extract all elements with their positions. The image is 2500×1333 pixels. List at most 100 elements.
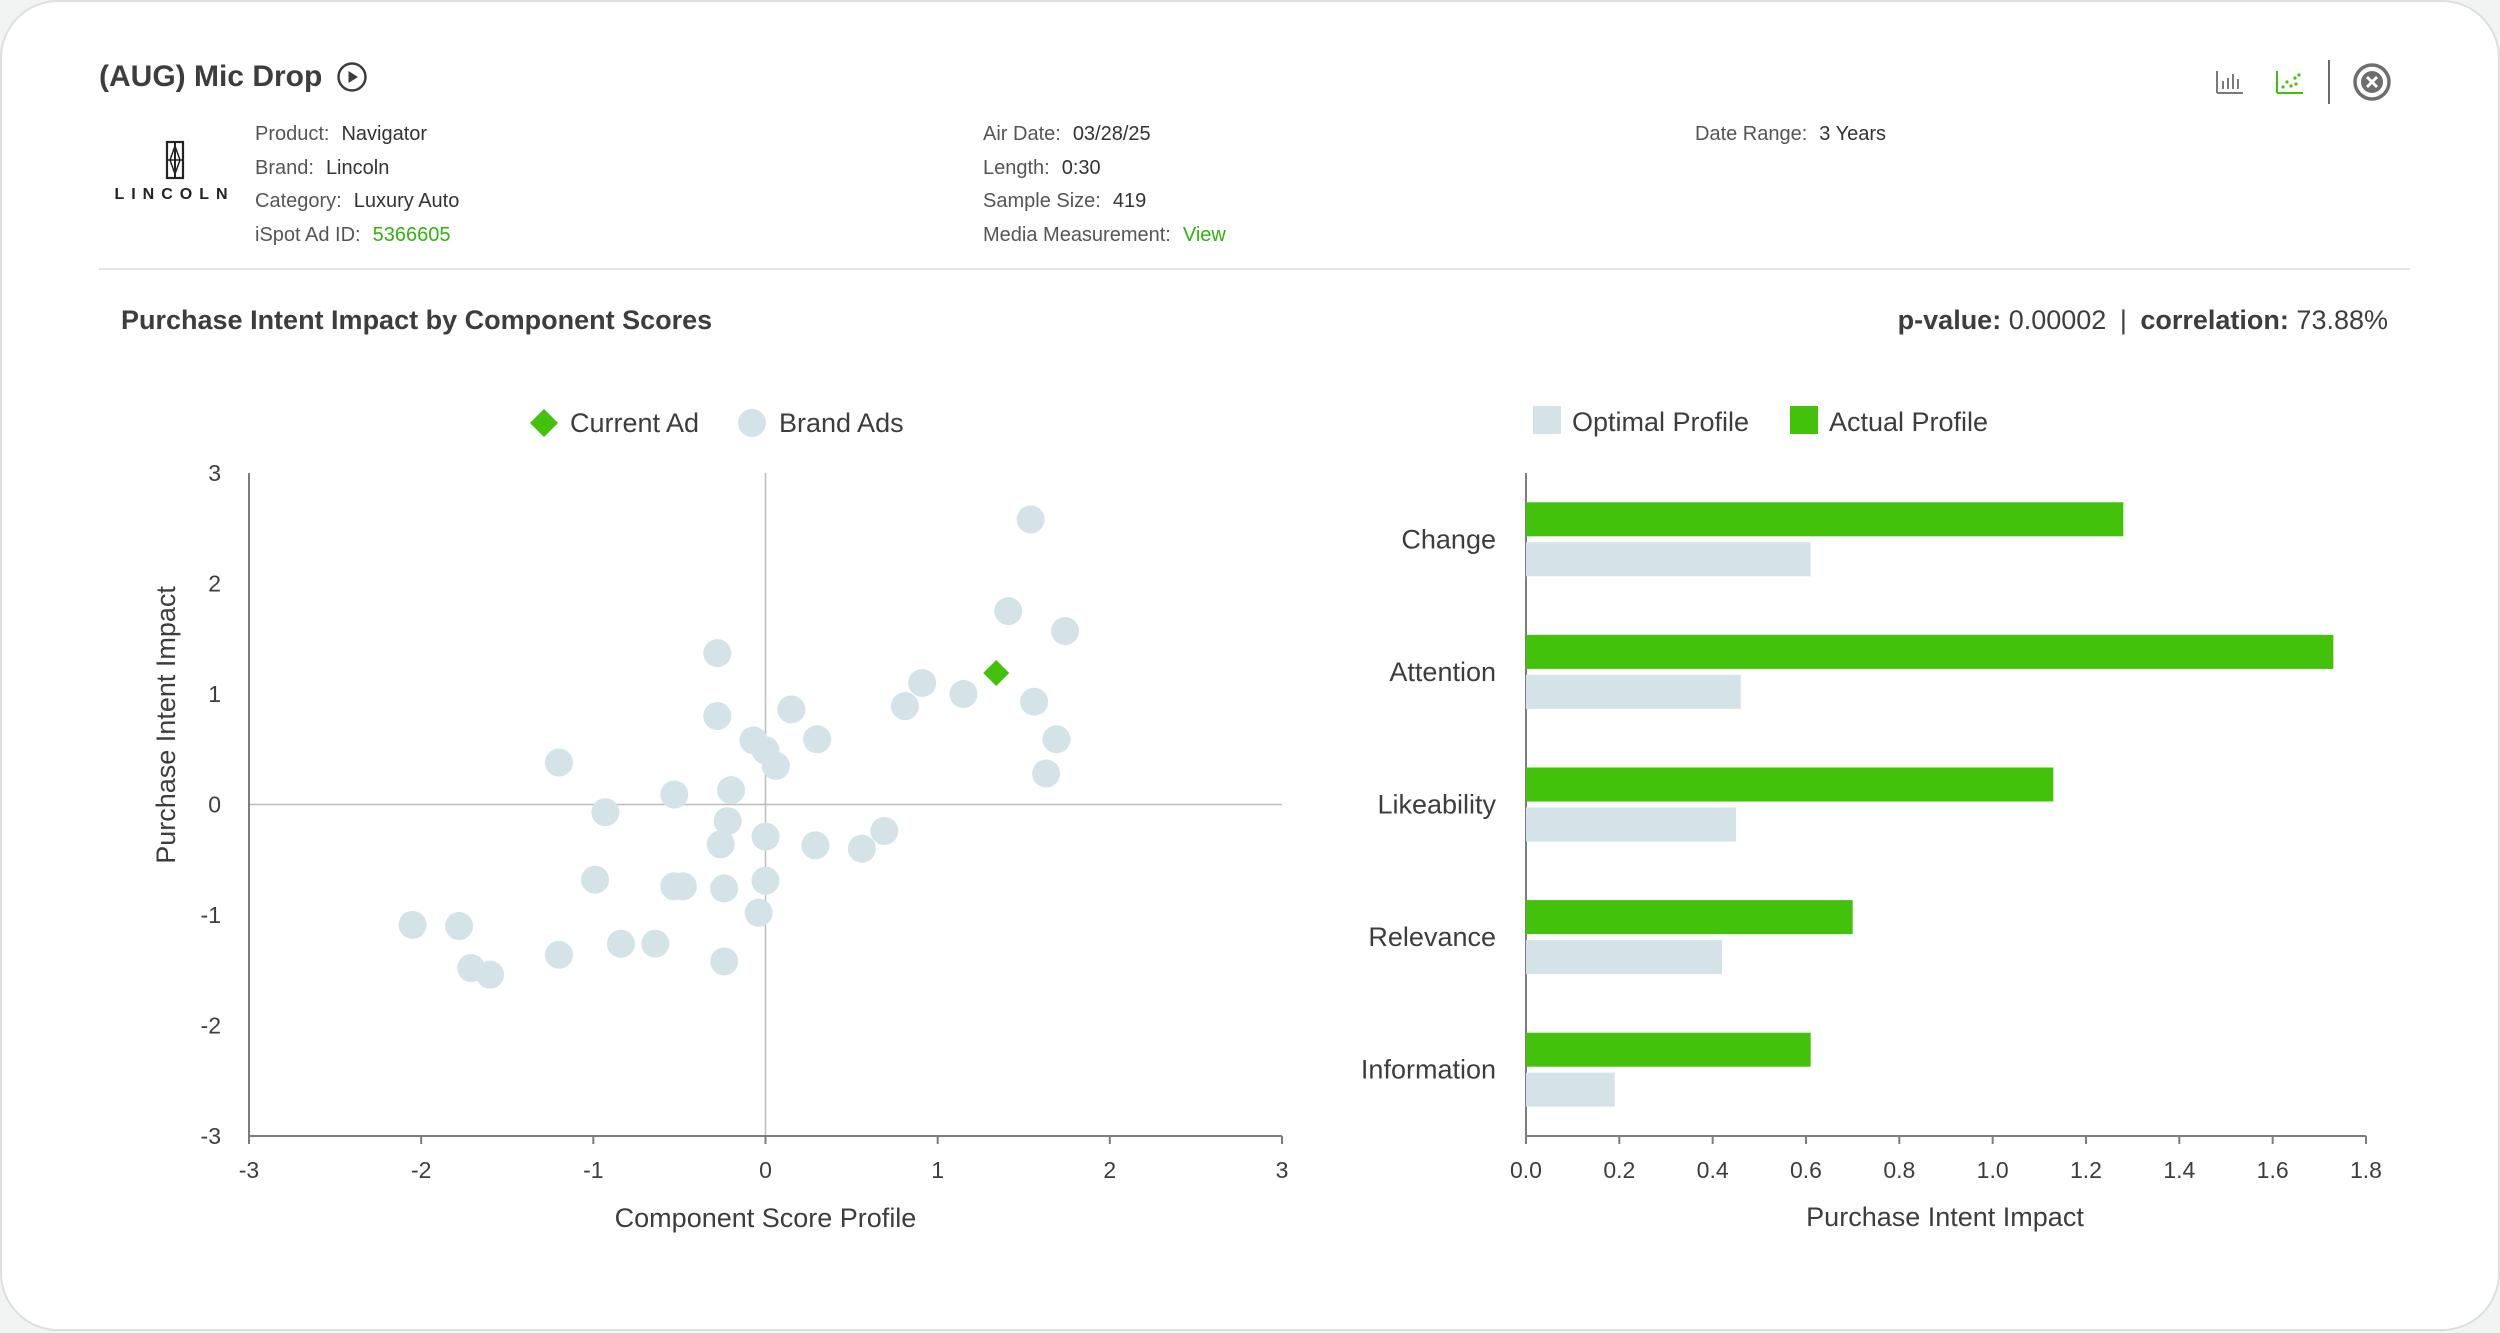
meta-value: Lincoln [325, 156, 390, 179]
legend-actual-profile-swatch [1790, 406, 1818, 434]
play-icon[interactable] [336, 61, 368, 93]
section-title: Purchase Intent Impact by Component Scor… [121, 305, 713, 335]
category-label: Information [1361, 1055, 1496, 1085]
bar-x-tick-label: 1.4 [2163, 1157, 2195, 1183]
brand-ad-point [890, 692, 919, 721]
bar-x-tick-label: 0.8 [1883, 1157, 1915, 1183]
x-tick-label: -3 [239, 1157, 259, 1183]
optimal-profile-bar [1526, 542, 1811, 577]
actual-profile-bar [1526, 767, 2054, 802]
meta-category: Category: Luxury Auto [255, 185, 459, 219]
category-label: Change [1401, 524, 1496, 554]
scatter-chart: -3 -2 -1 0 1 2 3 3 2 1 0 -1 -2 -3 Component Score Prof… [151, 408, 1289, 1233]
brand-ad-point [706, 830, 735, 859]
logo-text: LINCOLN [114, 186, 235, 203]
meta-label: Date Range: [1695, 123, 1808, 146]
bar-x-tick-label: 0.4 [1697, 1157, 1729, 1183]
brand-ad-point [744, 898, 773, 927]
bar-chart-view-button[interactable] [2210, 62, 2250, 102]
brand-ad-point [476, 960, 505, 989]
meta-label: Length: [983, 156, 1050, 179]
optimal-profile-bar [1526, 940, 1722, 975]
brand-ad-point [761, 751, 790, 780]
bar-x-tick-label: 0.2 [1603, 1157, 1635, 1183]
meta-label: Media Measurement: [983, 223, 1171, 246]
brand-ad-point [1016, 505, 1045, 534]
brand-ad-point [641, 929, 670, 958]
actual-profile-bar [1526, 1032, 1811, 1067]
meta-sample-size: Sample Size: 419 [983, 185, 1226, 219]
meta-value: Navigator [341, 123, 428, 146]
y-tick-label: 1 [208, 681, 221, 707]
bar-x-tick-label: 1.8 [2350, 1157, 2382, 1183]
x-axis-label: Component Score Profile [615, 1203, 917, 1233]
correlation-value: 73.88% [2296, 305, 2388, 335]
y-axis-label: Purchase Intent Impact [151, 586, 181, 864]
media-measurement-view-link[interactable]: View [1182, 223, 1226, 246]
bar-x-tick-label: 1.0 [1977, 1157, 2009, 1183]
header-divider [99, 268, 2410, 270]
brand-ad-point [751, 866, 780, 895]
brand-ad-point [717, 776, 746, 805]
meta-label: iSpot Ad ID: [255, 223, 361, 246]
bar-x-tick-label: 1.2 [2070, 1157, 2102, 1183]
meta-label: Air Date: [983, 123, 1061, 146]
brand-ad-point [544, 940, 573, 969]
meta-label: Sample Size: [983, 190, 1101, 213]
x-tick-label: 0 [759, 1157, 772, 1183]
bar-x-tick-label: 0.6 [1790, 1157, 1822, 1183]
ad-title: (AUG) Mic Drop [99, 60, 323, 93]
meta-length: Length: 0:30 [983, 152, 1226, 186]
category-label: Likeability [1377, 790, 1496, 820]
legend-current-ad-label: Current Ad [570, 408, 699, 438]
ad-id-link[interactable]: 5366605 [372, 223, 451, 246]
meta-ad-id: iSpot Ad ID: 5366605 [255, 219, 459, 253]
actual-profile-bar [1526, 900, 1853, 935]
brand-ad-point [801, 831, 830, 860]
brand-ad-point [994, 597, 1023, 626]
meta-value: 419 [1112, 190, 1147, 213]
scatter-chart-icon [2276, 71, 2303, 94]
brand-ad-point [847, 834, 876, 863]
brand-ad-point [703, 702, 732, 731]
brand-ad-point [713, 807, 742, 836]
brand-ad-point [660, 780, 689, 809]
close-icon [2353, 63, 2391, 101]
brand-ad-point [606, 929, 635, 958]
actual-profile-bar [1526, 502, 2124, 537]
scatter-chart-view-button[interactable] [2270, 62, 2310, 102]
brand-ad-point [445, 912, 474, 941]
meta-brand: Brand: Lincoln [255, 152, 459, 186]
brand-ad-point [1051, 617, 1080, 646]
x-tick-label: 3 [1276, 1157, 1289, 1183]
x-tick-label: -1 [583, 1157, 603, 1183]
meta-label: Category: [255, 190, 342, 213]
optimal-profile-bar [1526, 1072, 1615, 1107]
brand-ad-point [710, 947, 739, 976]
close-button[interactable] [2352, 62, 2392, 102]
actual-profile-bar [1526, 634, 2334, 669]
brand-ad-point [1032, 759, 1061, 788]
brand-ad-point [591, 798, 620, 827]
title-row: (AUG) Mic Drop [99, 60, 368, 94]
stats-separator: | [2119, 305, 2127, 335]
x-tick-label: 2 [1103, 1157, 1116, 1183]
toolbar-separator [2328, 60, 2330, 104]
legend-actual-profile-label: Actual Profile [1829, 407, 1988, 437]
y-tick-label: 2 [208, 571, 221, 597]
meta-label: Product: [255, 123, 330, 146]
meta-value: Luxury Auto [353, 190, 460, 213]
meta-product: Product: Navigator [255, 118, 459, 152]
brand-ad-point [1042, 725, 1071, 754]
optimal-profile-bar [1526, 674, 1741, 709]
brand-ad-point [710, 874, 739, 903]
meta-column-airing: Air Date: 03/28/25 Length: 0:30 Sample Siz… [983, 118, 1226, 252]
meta-date-range: Date Range: 3 Years [1695, 118, 1886, 152]
brand-ad-point [1020, 687, 1049, 716]
brand-ad-point [751, 822, 780, 851]
bar-x-tick-label: 0.0 [1510, 1157, 1542, 1183]
x-tick-label: -2 [411, 1157, 431, 1183]
meta-column-product: Product: Navigator Brand: Lincoln Category… [255, 118, 459, 252]
y-tick-label: 0 [208, 792, 221, 818]
